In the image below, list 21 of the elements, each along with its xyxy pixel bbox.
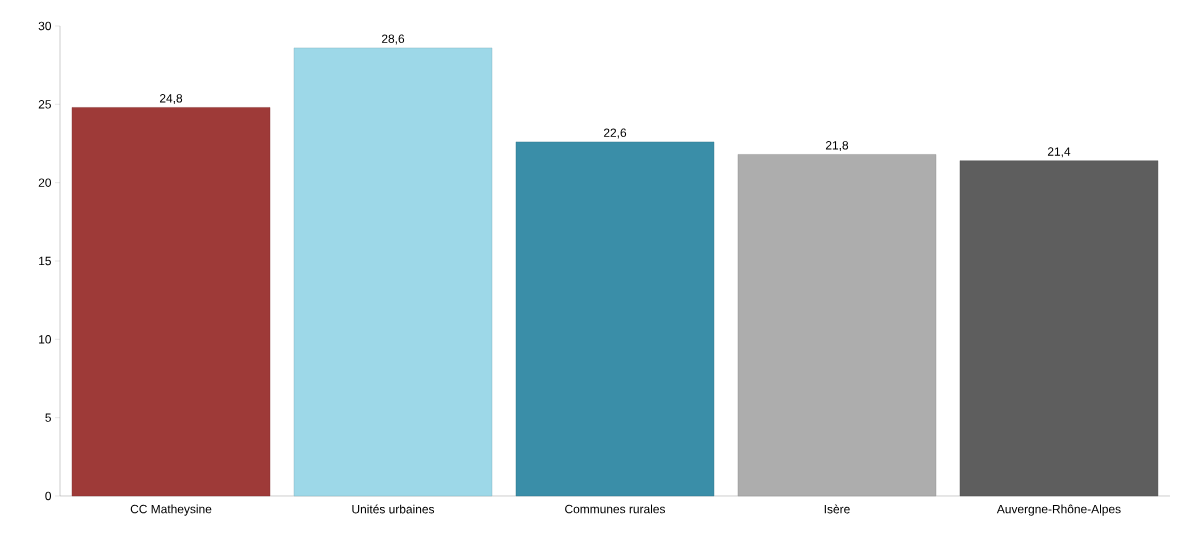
y-tick-label: 30	[38, 21, 52, 31]
y-tick-label: 15	[39, 256, 51, 266]
y-tick-label: 25	[38, 100, 51, 109]
y-tick-label: 0	[45, 491, 52, 501]
data-label: 22,6	[603, 128, 627, 139]
bar	[959, 160, 1159, 497]
bar	[71, 107, 271, 497]
data-label: 24,8	[159, 94, 183, 104]
y-tick-label: 5	[45, 413, 51, 422]
data-label: 21,8	[825, 141, 849, 151]
data-label: 21,4	[1047, 147, 1071, 158]
y-tick-label: 10	[39, 335, 52, 344]
x-tick-label: CC Matheysine	[130, 504, 212, 516]
y-tick-label: 20	[38, 178, 52, 187]
data-label: 28,6	[381, 34, 405, 45]
x-tick-label: Unités urbaines	[352, 504, 435, 514]
bar	[515, 141, 715, 497]
x-tick-label: Auvergne-Rhône-Alpes	[996, 504, 1121, 516]
x-tick-label: Communes rurales	[565, 504, 666, 514]
x-tick-label: Isère	[824, 504, 850, 514]
bar	[293, 47, 493, 497]
